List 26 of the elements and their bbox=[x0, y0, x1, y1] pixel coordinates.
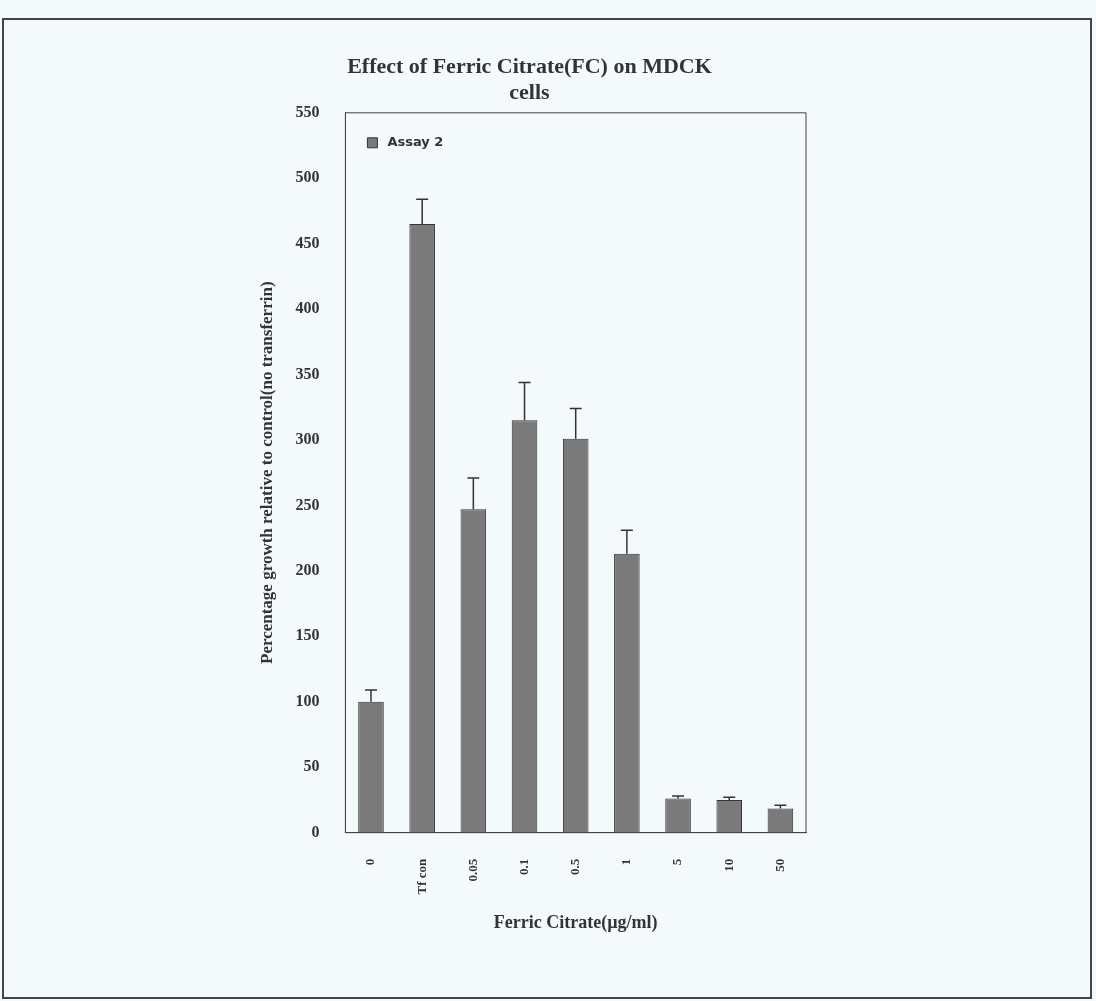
text: cells bbox=[509, 79, 550, 105]
x-tick-label: 0.1 bbox=[515, 858, 531, 875]
y-tick-label: 450 bbox=[295, 233, 320, 251]
x-tick-label: 50 bbox=[771, 858, 787, 872]
y-tick-label: 550 bbox=[295, 102, 320, 120]
x-axis-title: Ferric Citrate(µg/ml) bbox=[493, 911, 658, 933]
y-tick-label: 150 bbox=[295, 626, 320, 644]
y-tick-label: 300 bbox=[295, 430, 320, 448]
text: Effect of Ferric Citrate(FC) on MDCK bbox=[347, 52, 712, 78]
x-tick-label: 5 bbox=[669, 858, 685, 866]
y-tick-label: 100 bbox=[295, 691, 320, 709]
x-tick-label: 0.5 bbox=[567, 858, 583, 875]
y-tick-label: 500 bbox=[295, 168, 320, 186]
y-tick-label: 50 bbox=[303, 757, 320, 775]
x-tick-label: Tf con bbox=[413, 857, 429, 895]
y-tick-label: 400 bbox=[295, 299, 320, 317]
y-tick-label: 200 bbox=[295, 561, 320, 579]
x-tick-label: 0.05 bbox=[464, 858, 480, 882]
x-tick-label: 10 bbox=[720, 858, 736, 872]
x-tick-label: 0 bbox=[362, 858, 378, 866]
legend-label: Assay 2 bbox=[387, 134, 444, 150]
y-axis-title: Percentage growth relative to control(no transferrin) bbox=[256, 281, 276, 665]
y-tick-label: 250 bbox=[295, 495, 320, 513]
y-tick-label: 0 bbox=[311, 822, 320, 840]
x-tick-label: 1 bbox=[618, 858, 634, 866]
y-tick-label: 350 bbox=[295, 364, 320, 382]
